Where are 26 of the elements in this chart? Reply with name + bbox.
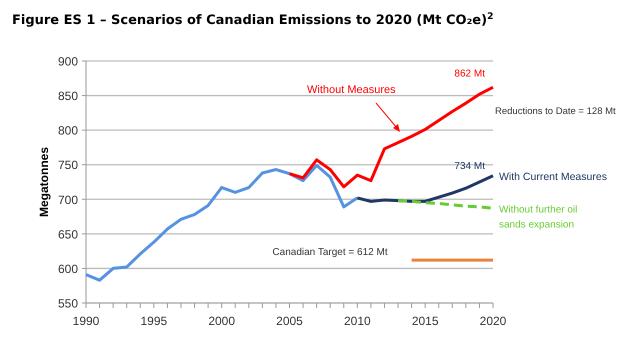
text: Without Measures (307, 84, 396, 96)
y-tick-label: 850 (58, 89, 78, 104)
y-tick-label: 550 (58, 296, 78, 310)
y-tick-label: 650 (58, 227, 78, 242)
x-tick-label: 2020 (480, 314, 507, 328)
x-tick-label: 1995 (140, 314, 168, 328)
y-tick-label: 900 (58, 54, 78, 68)
x-tick-label: 2005 (276, 314, 304, 328)
text: Reductions to Date = 128 Mt (495, 106, 616, 117)
line-series (84, 164, 359, 282)
y-tick-label: 750 (58, 158, 78, 172)
x-tick-label: 2015 (412, 314, 439, 328)
annotation: 734 Mt (454, 160, 486, 172)
chart-title: Figure ES 1 – Scenarios of Canadian Emissions to 2020 (Mt CO₂e)$^{2}$ (12, 12, 494, 28)
y-tick-label: 600 (58, 262, 78, 276)
series-label: With Current Measures (499, 170, 607, 183)
text: Canadian Target = 612 Mt (272, 247, 388, 258)
series-label: Without further oil sands expansion (499, 204, 578, 230)
x-tick-label: 2000 (208, 314, 236, 328)
y-tick-label: 700 (58, 192, 78, 207)
x-tick-label: 1990 (72, 314, 100, 328)
line-series (288, 86, 494, 188)
x-tick-label: 2010 (344, 314, 372, 328)
y-axis-title: Megatonnes (37, 146, 51, 218)
annotation: 862 Mt (454, 68, 486, 80)
y-tick-label: 800 (58, 124, 78, 138)
